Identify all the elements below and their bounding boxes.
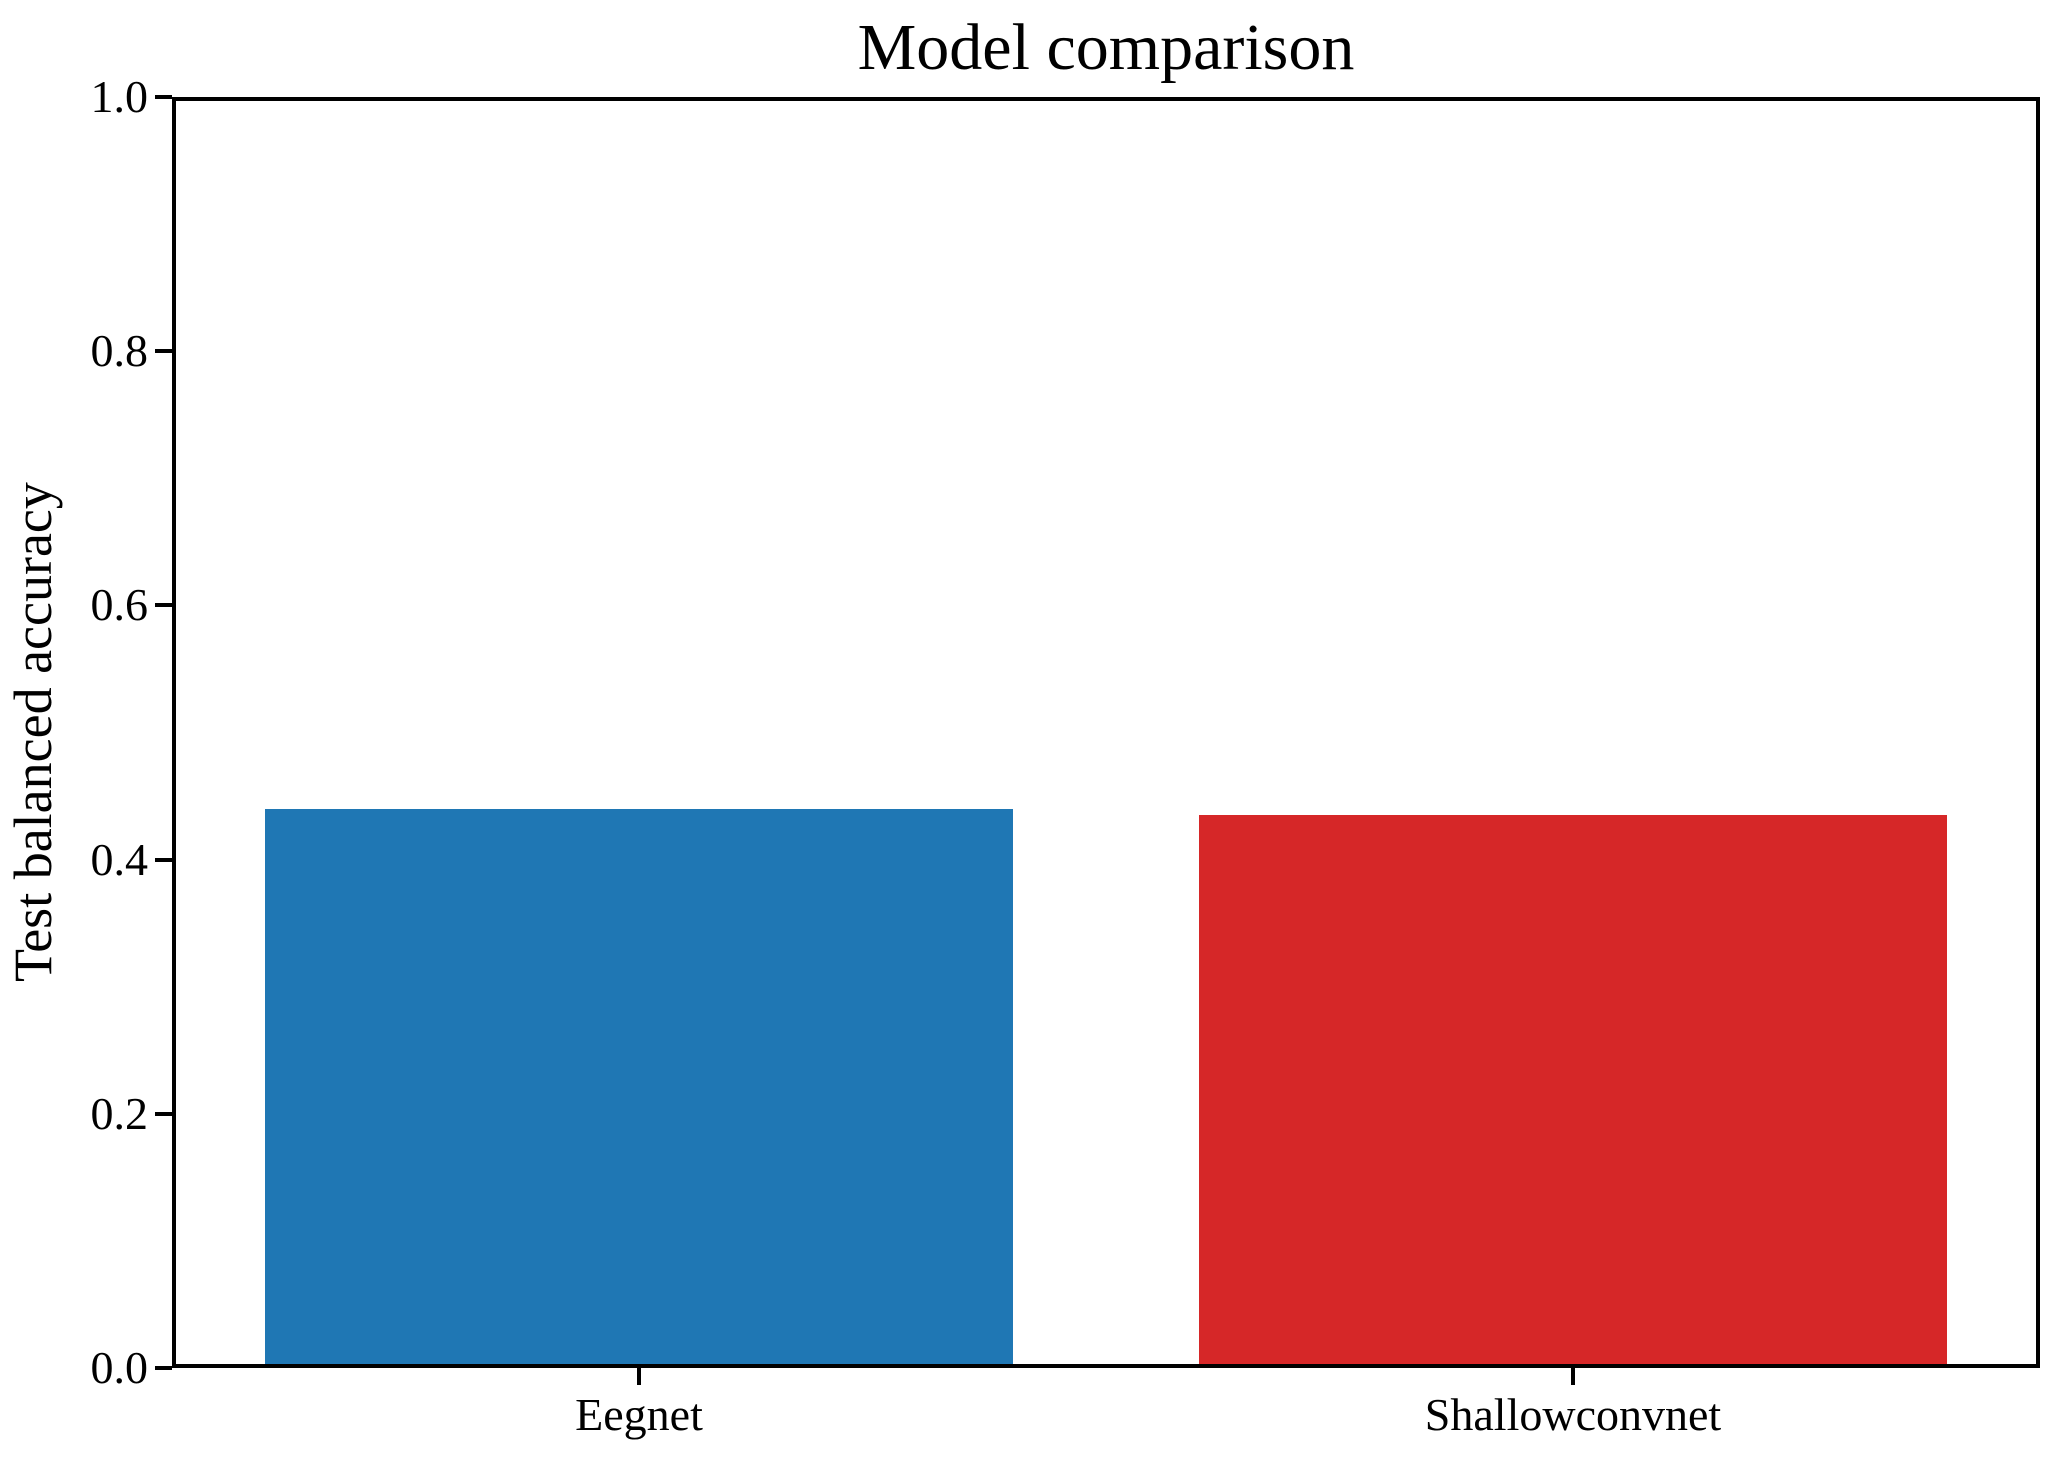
- y-tick-label: 0.4: [90, 833, 149, 885]
- y-tick-label: 0.6: [90, 579, 149, 631]
- y-tick-label: 1.0: [90, 71, 149, 122]
- y-tick-mark: [155, 95, 172, 99]
- y-tick-mark: [155, 1366, 172, 1370]
- bar-eegnet: [265, 808, 1013, 1368]
- y-tick-mark: [155, 349, 172, 354]
- plot-area: [172, 97, 2040, 1368]
- x-tick-label: Shallowconvnet: [1424, 1389, 1722, 1440]
- y-tick-mark: [155, 857, 172, 862]
- x-tick-mark: [637, 1368, 641, 1385]
- y-tick-label: 0.8: [90, 325, 149, 377]
- chart-title: Model comparison: [857, 11, 1355, 84]
- bar-shallowconvnet: [1199, 815, 1947, 1368]
- y-tick-mark: [155, 1111, 172, 1116]
- y-axis-label: Test balanced accuracy: [3, 482, 63, 983]
- y-tick-mark: [155, 603, 172, 608]
- x-tick-label: Eegnet: [575, 1389, 703, 1440]
- y-tick-label: 0.0: [90, 1342, 149, 1393]
- y-tick-label: 0.2: [90, 1087, 149, 1139]
- x-tick-mark: [1571, 1368, 1575, 1385]
